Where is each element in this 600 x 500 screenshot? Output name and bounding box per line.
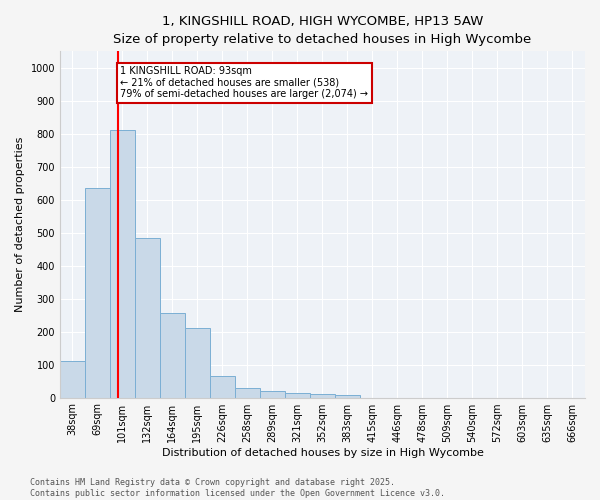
Bar: [135, 238, 160, 398]
Bar: [210, 376, 235, 398]
Text: 1 KINGSHILL ROAD: 93sqm
← 21% of detached houses are smaller (538)
79% of semi-d: 1 KINGSHILL ROAD: 93sqm ← 21% of detache…: [121, 66, 368, 100]
Bar: [60, 362, 85, 398]
Text: Contains HM Land Registry data © Crown copyright and database right 2025.
Contai: Contains HM Land Registry data © Crown c…: [30, 478, 445, 498]
Bar: [335, 395, 360, 398]
Bar: [285, 394, 310, 398]
Bar: [110, 130, 135, 398]
Bar: [235, 388, 260, 398]
Title: 1, KINGSHILL ROAD, HIGH WYCOMBE, HP13 5AW
Size of property relative to detached : 1, KINGSHILL ROAD, HIGH WYCOMBE, HP13 5A…: [113, 15, 532, 46]
X-axis label: Distribution of detached houses by size in High Wycombe: Distribution of detached houses by size …: [161, 448, 484, 458]
Bar: [310, 394, 335, 398]
Bar: [160, 312, 185, 398]
Bar: [85, 188, 110, 398]
Y-axis label: Number of detached properties: Number of detached properties: [15, 137, 25, 312]
Bar: [260, 391, 285, 398]
Bar: [185, 328, 210, 398]
